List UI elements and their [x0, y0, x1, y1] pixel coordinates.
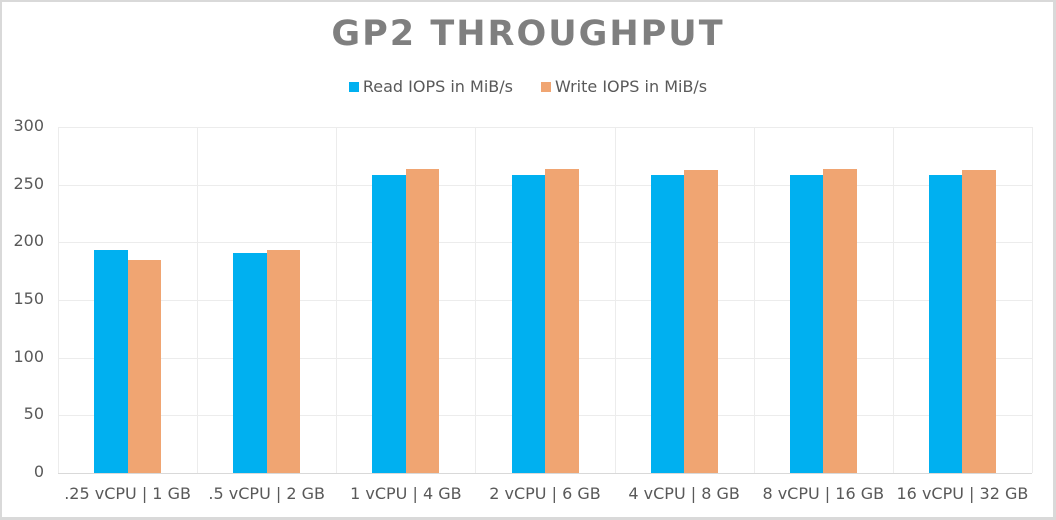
gridline	[753, 127, 755, 473]
x-tick-label: 8 vCPU | 16 GB	[762, 484, 885, 503]
gridline	[892, 127, 894, 473]
bar-read	[650, 174, 685, 473]
legend-label: Write IOPS in MiB/s	[554, 77, 708, 96]
bar-write	[545, 169, 579, 473]
y-tick-label: 300	[13, 116, 44, 135]
gridline	[614, 127, 616, 473]
gridline	[197, 127, 199, 473]
bar-read	[511, 174, 545, 473]
gridline	[475, 127, 477, 473]
bar-write	[127, 260, 162, 473]
x-tick-label: .5 vCPU | 2 GB	[208, 484, 325, 503]
legend-swatch-icon	[540, 81, 551, 92]
bar-read	[789, 175, 824, 473]
x-tick-label: 2 vCPU | 6 GB	[489, 484, 601, 503]
gridline	[1032, 127, 1033, 473]
y-tick-label: 200	[13, 231, 44, 251]
chart-title: GP2 THROUGHPUT	[331, 14, 725, 54]
gridline	[336, 127, 338, 473]
x-tick-label: 1 vCPU | 4 GB	[350, 484, 462, 503]
bar-read	[233, 253, 267, 473]
bar-write	[266, 250, 301, 473]
legend-swatch-icon	[348, 81, 359, 92]
y-tick-label: 100	[13, 346, 44, 366]
legend-item: Write IOPS in MiB/s	[540, 77, 708, 96]
gridline	[58, 127, 59, 473]
legend-item: Read IOPS in MiB/s	[348, 77, 513, 96]
bar-write	[823, 169, 857, 473]
bar-write	[405, 169, 440, 473]
y-tick-label: 150	[13, 289, 44, 308]
bar-read	[928, 174, 963, 473]
chart-legend: Read IOPS in MiB/s Write IOPS in MiB/s	[0, 77, 1056, 96]
bar-write	[962, 169, 996, 473]
y-tick-label: 250	[13, 173, 44, 193]
bar-read	[372, 174, 406, 473]
bar-write	[684, 169, 718, 473]
bar-read	[94, 250, 128, 473]
x-tick-label: 16 vCPU | 32 GB	[896, 484, 1029, 503]
plot-area	[58, 127, 1033, 474]
legend-label: Read IOPS in MiB/s	[362, 77, 513, 96]
x-tick-label: .25 vCPU | 1 GB	[64, 484, 191, 503]
y-tick-label: 50	[23, 404, 44, 424]
gridline	[58, 127, 1032, 128]
y-tick-label: 0	[33, 462, 44, 481]
x-axis-line	[58, 473, 1032, 474]
x-tick-label: 4 vCPU | 8 GB	[628, 484, 740, 503]
